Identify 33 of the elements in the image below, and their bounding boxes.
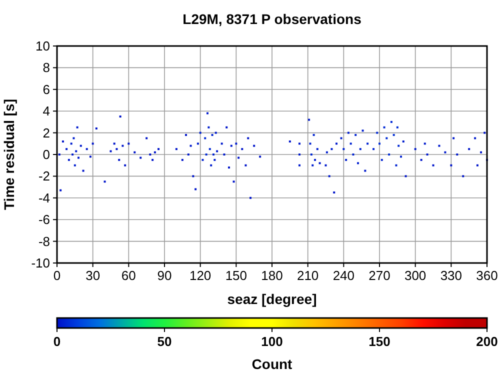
- y-tick-label: 8: [42, 60, 50, 76]
- y-axis-title: Time residual [s]: [1, 98, 17, 210]
- color-bar-label: 50: [157, 334, 172, 349]
- x-tick-label: 360: [476, 268, 498, 283]
- color-bar-label: 0: [53, 334, 61, 349]
- y-tick-label: 6: [42, 82, 50, 97]
- x-axis-title: seaz [degree]: [227, 291, 317, 307]
- y-tick-label: 0: [42, 147, 50, 162]
- x-tick-label: 90: [157, 268, 172, 283]
- y-tick-label: 2: [42, 125, 50, 140]
- x-tick-label: 300: [404, 268, 426, 283]
- color-bar-title: Count: [252, 356, 293, 372]
- y-tick-label: 4: [42, 104, 50, 119]
- x-tick-label: 150: [225, 268, 248, 283]
- color-bar-label: 150: [368, 334, 390, 349]
- x-tick-label: 0: [53, 268, 61, 283]
- x-tick-label: 30: [86, 268, 100, 283]
- y-tick-label: -10: [31, 256, 50, 270]
- x-tick-label: 240: [332, 268, 355, 283]
- y-tick-label: -8: [38, 234, 50, 249]
- chart-title: L29M, 8371 P observations: [182, 11, 362, 27]
- color-bar-label: 100: [261, 334, 283, 349]
- y-tick-label: -2: [38, 168, 50, 184]
- y-tick-label: -4: [38, 190, 50, 206]
- x-tick-label: 210: [296, 268, 319, 283]
- x-tick-label: 120: [189, 268, 212, 283]
- x-tick-label: 180: [261, 268, 283, 283]
- x-tick-label: 330: [440, 268, 462, 283]
- color-bar-label: 200: [476, 334, 498, 349]
- y-tick-label: -6: [38, 212, 50, 228]
- x-tick-label: 270: [368, 268, 390, 283]
- y-tick-label: 10: [36, 38, 50, 54]
- x-tick-label: 60: [121, 268, 136, 283]
